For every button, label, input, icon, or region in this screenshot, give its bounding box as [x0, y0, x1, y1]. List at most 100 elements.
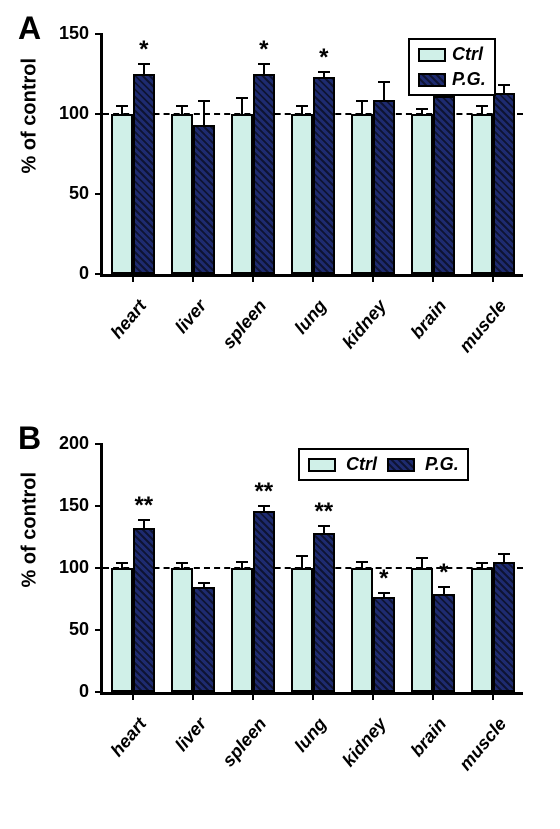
significance-mark: ** [314, 498, 333, 526]
x-tick [192, 274, 194, 282]
bar-ctrl [111, 114, 133, 274]
significance-mark: * [379, 565, 388, 593]
x-tick [312, 692, 314, 700]
error-cap [416, 108, 428, 110]
significance-mark: ** [254, 478, 273, 506]
error-bar [301, 556, 303, 568]
bar-ctrl [111, 568, 133, 692]
bar-ctrl [231, 568, 253, 692]
error-cap [236, 561, 248, 563]
y-tick-label: 0 [39, 681, 89, 702]
category-label: heart [90, 714, 151, 781]
bar-ctrl [351, 568, 373, 692]
bar-pg [313, 533, 335, 692]
bar-ctrl [471, 568, 493, 692]
x-tick [132, 692, 134, 700]
error-cap [476, 105, 488, 107]
error-bar [143, 520, 145, 529]
error-bar [443, 587, 445, 594]
y-tick-label: 150 [39, 495, 89, 516]
category-label: spleen [210, 296, 271, 363]
error-bar [503, 85, 505, 93]
error-cap [416, 557, 428, 559]
y-tick-label: 200 [39, 433, 89, 454]
error-bar [503, 554, 505, 561]
error-cap [476, 562, 488, 564]
error-bar [361, 101, 363, 114]
category-label: heart [90, 296, 151, 363]
error-cap [356, 561, 368, 563]
bar-ctrl [291, 114, 313, 274]
bar-pg [253, 511, 275, 692]
panel-a-label: A [18, 10, 41, 47]
error-bar [301, 106, 303, 114]
bar-pg [313, 77, 335, 274]
panel-a: A % of control 050100150heartliverspleen… [0, 10, 560, 390]
error-bar [323, 526, 325, 533]
panel-a-legend: Ctrl P.G. [408, 38, 496, 96]
y-tick [95, 443, 103, 445]
legend-item-pg: P.G. [418, 69, 486, 90]
bar-pg [373, 100, 395, 274]
bar-ctrl [411, 114, 433, 274]
category-label: muscle [450, 714, 511, 781]
y-tick [95, 567, 103, 569]
legend-swatch-ctrl [418, 48, 446, 62]
error-cap [296, 105, 308, 107]
legend-swatch-pg [418, 73, 446, 87]
panel-b: B % of control 050100150200heartliverspl… [0, 420, 560, 820]
error-bar [383, 82, 385, 100]
bar-pg [133, 528, 155, 692]
significance-mark: ** [134, 492, 153, 520]
legend-label-ctrl: Ctrl [346, 454, 377, 475]
significance-mark: * [139, 36, 148, 64]
x-tick [432, 274, 434, 282]
bar-ctrl [231, 114, 253, 274]
y-tick [95, 193, 103, 195]
y-tick [95, 505, 103, 507]
legend-label-pg: P.G. [452, 69, 486, 90]
error-bar [241, 98, 243, 114]
bar-ctrl [351, 114, 373, 274]
error-cap [176, 562, 188, 564]
bar-ctrl [171, 568, 193, 692]
error-cap [198, 100, 210, 102]
x-tick [492, 274, 494, 282]
category-label: brain [390, 296, 451, 363]
bar-ctrl [291, 568, 313, 692]
legend-label-pg: P.G. [425, 454, 459, 475]
y-tick [95, 629, 103, 631]
error-bar [263, 64, 265, 74]
category-label: muscle [450, 296, 511, 363]
y-tick [95, 113, 103, 115]
bar-ctrl [411, 568, 433, 692]
error-cap [498, 553, 510, 555]
error-cap [236, 97, 248, 99]
y-tick [95, 273, 103, 275]
x-tick [492, 692, 494, 700]
y-tick-label: 0 [39, 263, 89, 284]
y-tick-label: 100 [39, 103, 89, 124]
category-label: lung [270, 714, 331, 781]
legend-item-ctrl: Ctrl [418, 44, 483, 65]
x-tick [252, 692, 254, 700]
x-tick [312, 274, 314, 282]
legend-swatch-ctrl [308, 458, 336, 472]
bar-ctrl [471, 114, 493, 274]
x-tick [132, 274, 134, 282]
y-tick-label: 50 [39, 619, 89, 640]
y-tick [95, 33, 103, 35]
category-label: liver [150, 714, 211, 781]
x-tick [192, 692, 194, 700]
figure: A % of control 050100150heartliverspleen… [0, 0, 560, 829]
error-cap [296, 555, 308, 557]
x-tick [372, 274, 374, 282]
significance-mark: * [319, 44, 328, 72]
bar-pg [253, 74, 275, 274]
error-bar [143, 64, 145, 74]
bar-pg [373, 597, 395, 692]
panel-b-legend: Ctrl P.G. [298, 448, 469, 481]
y-tick [95, 691, 103, 693]
y-tick-label: 150 [39, 23, 89, 44]
y-tick-label: 50 [39, 183, 89, 204]
